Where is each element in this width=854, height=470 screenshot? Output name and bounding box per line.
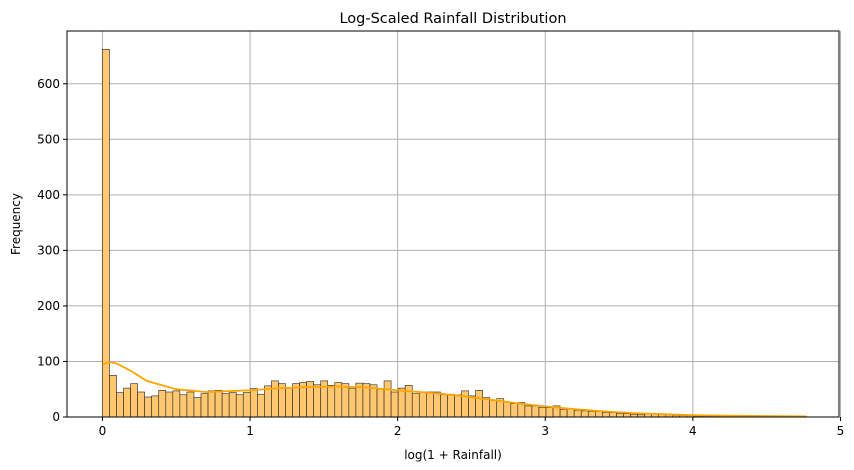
histogram-bar [482, 397, 490, 418]
histogram-bar [559, 408, 568, 418]
histogram-bar [257, 393, 265, 418]
histogram-bar [447, 393, 455, 418]
y-tick-label: 300 [37, 243, 60, 257]
histogram-bar [341, 383, 350, 418]
histogram-bar [221, 393, 230, 418]
histogram-bar [524, 405, 533, 418]
histogram-bar [116, 392, 124, 418]
histogram-bar [376, 388, 385, 418]
histogram-bar [172, 390, 181, 418]
histogram-bar [390, 391, 399, 418]
histogram-bar [587, 411, 596, 418]
x-tick-label: 2 [394, 424, 402, 438]
histogram-bar [348, 387, 357, 418]
histogram-bar [137, 391, 145, 418]
histogram-bar [207, 390, 216, 418]
histogram-bar [313, 384, 321, 418]
histogram-bar [503, 401, 512, 418]
histogram-bar [144, 396, 153, 418]
histogram-bar [158, 390, 167, 418]
y-axis-label: Frequency [9, 193, 23, 255]
y-tick-label: 600 [37, 77, 60, 91]
histogram-bar [362, 383, 371, 418]
y-tick-label: 100 [37, 354, 60, 368]
histogram-bar [580, 410, 589, 418]
histogram-bar [214, 390, 223, 418]
plot-area-frame [66, 30, 840, 418]
histogram-bar [235, 394, 244, 418]
histogram-bar [334, 382, 343, 418]
x-axis-label: log(1 + Rainfall) [404, 448, 502, 462]
histogram-bar [383, 380, 392, 418]
histogram-bar [602, 412, 610, 418]
histogram-bar [193, 397, 202, 418]
histogram-bar [109, 375, 117, 418]
histogram-bar [249, 388, 258, 418]
histogram-bar [531, 405, 540, 418]
histogram-bar [292, 383, 300, 418]
histogram-bar [594, 411, 603, 418]
histogram-bar [545, 407, 554, 418]
histogram-bar [242, 392, 251, 418]
histogram-bar [327, 385, 336, 418]
histogram-bar [468, 395, 476, 418]
histogram-bar [426, 391, 434, 418]
histogram-bar [418, 391, 427, 418]
histogram-bar [285, 387, 293, 418]
histogram-bar [397, 387, 406, 418]
histogram-bar [609, 412, 617, 418]
y-tick-label: 0 [52, 410, 60, 424]
histogram-bar [165, 391, 174, 418]
x-tick-label: 3 [541, 424, 549, 438]
histogram-bar [130, 383, 138, 418]
histogram-bar [369, 384, 378, 418]
y-axis-ticks: 0 100 200 300 400 500 600 [37, 77, 67, 424]
histogram-bar [573, 410, 582, 418]
x-tick-label: 4 [689, 424, 697, 438]
histogram-bar [200, 393, 209, 418]
histogram-bar [151, 395, 160, 418]
chart-title: Log-Scaled Rainfall Distribution [339, 11, 566, 27]
histogram-bar [123, 387, 131, 418]
histogram-bar [510, 403, 519, 418]
histogram-bar [186, 391, 195, 418]
histogram-bar [489, 400, 498, 418]
histogram-bar [461, 390, 469, 418]
histogram-bar [454, 394, 462, 418]
x-axis-ticks: 0 1 2 3 4 5 [99, 417, 845, 438]
histogram-bar [538, 407, 547, 418]
y-tick-label: 500 [37, 132, 60, 146]
histogram-bar [433, 391, 441, 418]
x-tick-label: 0 [99, 424, 107, 438]
histogram-bar [179, 394, 188, 418]
histogram-bar [271, 380, 279, 418]
histogram-bar [475, 390, 483, 418]
y-tick-label: 200 [37, 299, 60, 313]
histogram-bar [411, 393, 420, 418]
x-tick-label: 1 [246, 424, 254, 438]
kde-curve-line [102, 361, 807, 418]
histogram-bar [228, 392, 237, 418]
histogram-bar [440, 394, 448, 418]
x-tick-label: 5 [837, 424, 845, 438]
y-tick-label: 400 [37, 188, 60, 202]
histogram-bar [264, 385, 272, 418]
